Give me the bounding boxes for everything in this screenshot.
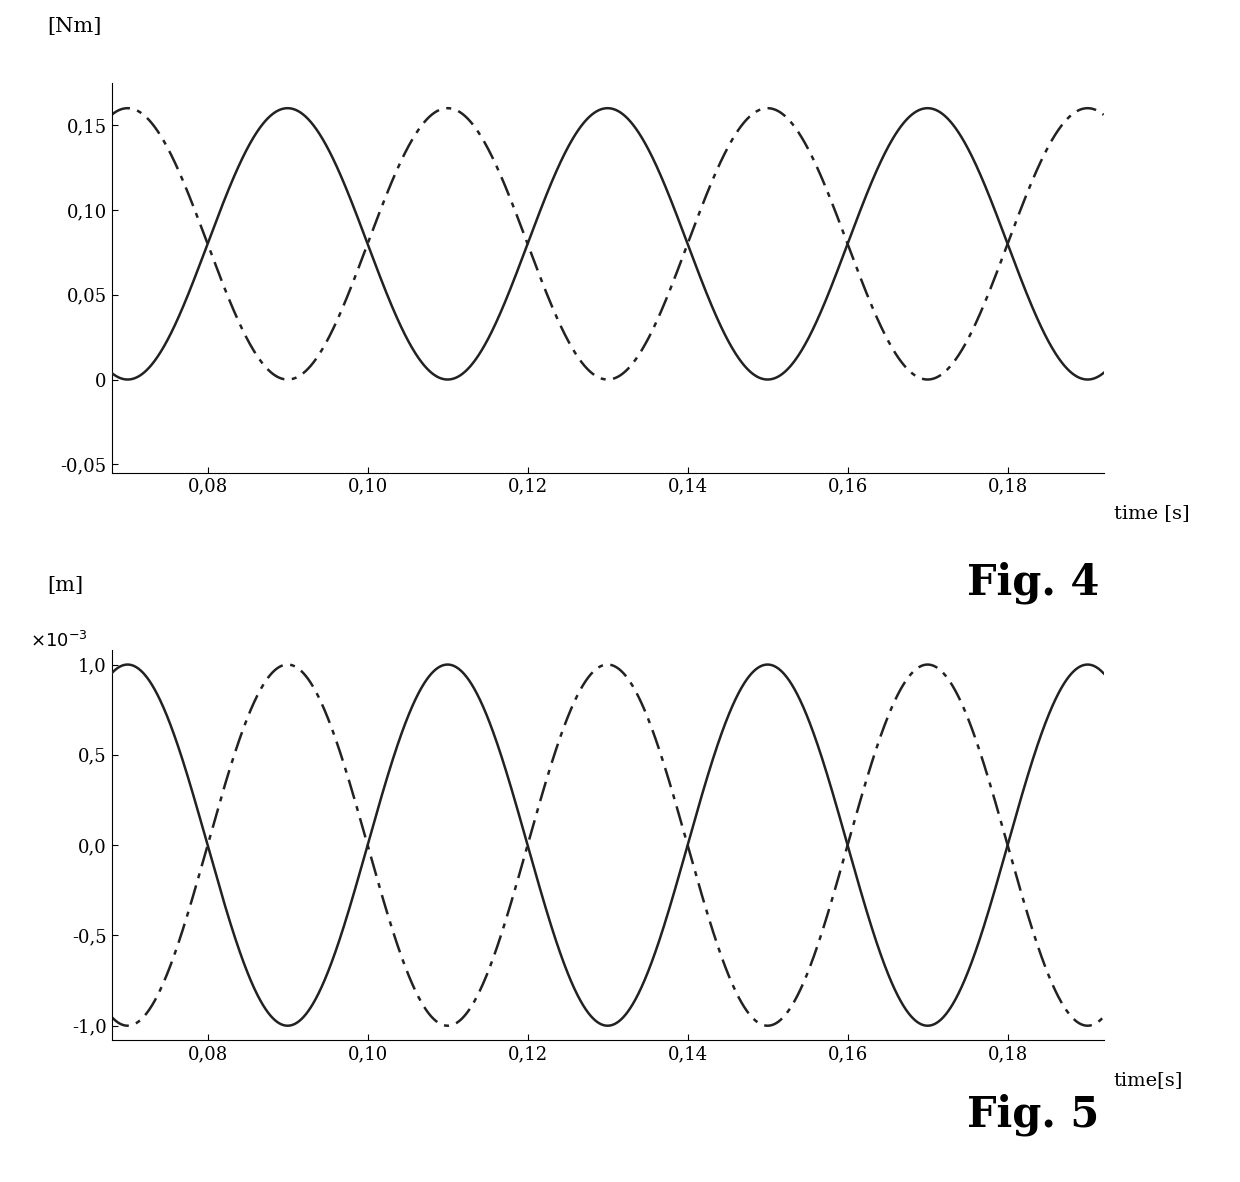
Text: time [s]: time [s] [1114, 504, 1189, 522]
Text: [Nm]: [Nm] [47, 17, 102, 35]
Text: $\times 10^{-3}$: $\times 10^{-3}$ [30, 631, 88, 651]
Text: Fig. 4: Fig. 4 [967, 561, 1100, 604]
Text: time[s]: time[s] [1114, 1071, 1183, 1090]
Text: Fig. 5: Fig. 5 [967, 1093, 1100, 1136]
Text: [m]: [m] [47, 577, 83, 596]
